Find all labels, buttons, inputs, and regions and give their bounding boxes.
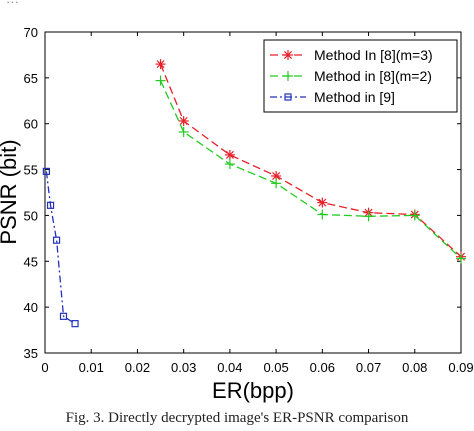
series-3 <box>42 167 79 328</box>
marker-stroke <box>225 150 234 159</box>
data-point <box>42 167 50 176</box>
data-point <box>155 75 166 86</box>
legend-label: Method In [8](m=3) <box>314 47 433 63</box>
data-point <box>59 312 68 320</box>
y-tick-label: 55 <box>24 163 38 178</box>
data-point <box>271 178 282 189</box>
data-point <box>71 320 79 328</box>
marker-stroke <box>179 116 188 125</box>
data-point <box>224 159 235 170</box>
legend-marker <box>283 50 293 60</box>
y-tick-label: 60 <box>24 117 38 132</box>
series-line <box>160 80 462 259</box>
data-point <box>155 59 166 70</box>
legend: Method In [8](m=3) Method in [8](m=2) Meth… <box>263 39 458 113</box>
y-tick-label: 40 <box>24 300 38 315</box>
data-point <box>317 209 328 220</box>
data-point <box>363 211 374 222</box>
data-point <box>52 236 61 244</box>
y-tick-label: 65 <box>24 71 38 86</box>
x-axis-label: ER(bpp) <box>212 378 294 403</box>
x-tick-label: 0.07 <box>356 360 381 375</box>
x-tick-label: 0.03 <box>171 360 196 375</box>
marker-stroke <box>272 171 281 181</box>
x-tick-label: 0.02 <box>125 360 150 375</box>
axis-ticks <box>44 31 462 354</box>
cropped-top-text: … <box>6 0 19 7</box>
y-tick-label: 35 <box>24 346 38 361</box>
y-tick-label: 70 <box>24 25 38 40</box>
legend-label: Method in [8](m=2) <box>314 68 432 84</box>
y-tick-labels: 35 40 45 50 55 60 65 70 <box>24 25 38 361</box>
x-tick-label: 0.04 <box>217 360 242 375</box>
figure-caption: Fig. 3. Directly decrypted image's ER-PS… <box>65 410 409 426</box>
data-point <box>46 201 55 209</box>
marker-stroke <box>318 198 327 207</box>
marker-stroke <box>156 60 165 69</box>
data-point <box>224 149 235 160</box>
series-layer <box>42 59 466 328</box>
legend-marker <box>283 71 293 81</box>
series-2 <box>155 75 466 264</box>
data-point <box>456 253 466 264</box>
y-tick-label: 45 <box>24 254 38 269</box>
y-axis-label: PSNR (bit) <box>0 139 21 244</box>
marker-stroke <box>283 50 293 60</box>
x-tick-label: 0 <box>41 360 48 375</box>
x-tick-label: 0.01 <box>79 360 104 375</box>
data-point <box>317 197 328 208</box>
data-point <box>178 126 189 137</box>
legend-marker <box>284 93 292 101</box>
x-tick-label: 0.09 <box>448 360 473 375</box>
x-tick-label: 0.05 <box>263 360 288 375</box>
series-line <box>45 171 76 325</box>
series-line <box>159 63 462 258</box>
x-tick-label: 0.08 <box>402 360 427 375</box>
x-tick-label: 0.06 <box>310 360 335 375</box>
y-tick-label: 50 <box>24 208 38 223</box>
x-tick-labels: 0 0.01 0.02 0.03 0.04 0.05 0.06 0.07 0.08 0.09 <box>41 360 473 375</box>
data-point <box>409 210 420 221</box>
data-point <box>178 115 189 126</box>
legend-label: Method in [9] <box>314 89 395 105</box>
